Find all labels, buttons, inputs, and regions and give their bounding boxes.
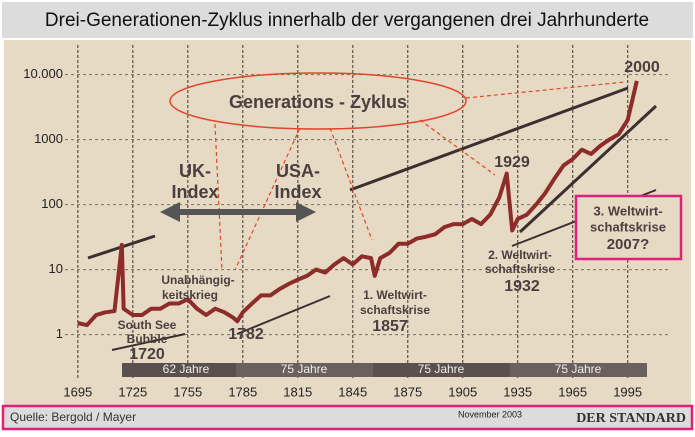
x-tick-label: 1815 [283, 384, 312, 399]
x-tick-label: 1725 [118, 384, 147, 399]
cycle-ellipse [169, 72, 467, 130]
annotation: Generations - Zyklus [229, 92, 407, 112]
x-tick-label: 1755 [173, 384, 202, 399]
trend-line [236, 295, 331, 335]
series [77, 80, 639, 328]
x-tick-label: 1965 [558, 384, 587, 399]
publisher: DER STANDARD [576, 411, 686, 426]
x-tick-label: 1845 [338, 384, 367, 399]
annotation: UK- [179, 161, 211, 181]
annotation: Unabhängig- [161, 273, 234, 287]
arrow [214, 123, 223, 271]
annotation: USA- [276, 161, 320, 181]
y-tick-label: 1 [56, 326, 63, 341]
data-line [77, 80, 639, 328]
period-bar [236, 363, 373, 377]
annotation: 2000 [624, 59, 660, 76]
x-tick-label: 1695 [63, 384, 92, 399]
trend-line [518, 104, 658, 234]
x-tick-label: 1935 [503, 384, 532, 399]
arrow-head [160, 202, 180, 222]
date: November 2003 [458, 409, 522, 419]
arrow [234, 127, 301, 271]
arrow-head [296, 202, 316, 222]
period-label: 75 Jahre [555, 362, 602, 376]
annotation: 3. Weltwirt- [593, 203, 662, 218]
source: Quelle: Bergold / Mayer [10, 410, 136, 424]
period-bar [122, 363, 236, 377]
annotation: 2007? [607, 236, 650, 253]
annotation: Index [171, 182, 218, 202]
period-bar [510, 363, 647, 377]
annotation: schaftskrise [485, 262, 555, 276]
annotation: 2. Weltwirt- [488, 248, 552, 262]
footer [1, 404, 694, 431]
title-bar [2, 2, 693, 38]
period-bar [373, 363, 510, 377]
index-arrow [160, 202, 316, 222]
arrow [465, 81, 626, 99]
trend-line [111, 333, 186, 351]
arrow [329, 127, 373, 241]
trend-line [349, 86, 629, 192]
annotation: 1857 [372, 318, 408, 335]
arrow [419, 119, 496, 176]
annotation: 1929 [494, 154, 530, 171]
y-tick-label: 10.000 [23, 66, 63, 81]
period-label: 62 Jahre [163, 362, 210, 376]
x-tick-label: 1995 [613, 384, 642, 399]
chart-title: Drei-Generationen-Zyklus innerhalb der v… [45, 10, 649, 31]
y-tick-label: 100 [41, 196, 63, 211]
annotation: Bubble [127, 332, 168, 346]
x-tick-label: 1875 [393, 384, 422, 399]
period-label: 75 Jahre [281, 362, 328, 376]
cycle-arrows [214, 81, 626, 271]
annotation: schaftskrise [360, 303, 430, 317]
x-tick-label: 1785 [228, 384, 257, 399]
annotation: 1782 [228, 326, 264, 343]
annotation: 1932 [504, 278, 540, 295]
x-tick-label: 1905 [448, 384, 477, 399]
annotation: schaftskrise [590, 219, 666, 234]
y-tick-label: 1000 [34, 131, 63, 146]
period-bars [122, 363, 647, 377]
annotation: South See [118, 318, 177, 332]
y-tick-label: 10 [49, 261, 63, 276]
annotation: Index [274, 182, 321, 202]
arrow-shaft [175, 209, 300, 215]
highlight-box [574, 194, 683, 261]
annotation: keitskrieg [162, 288, 218, 302]
annotation: 1720 [129, 346, 165, 363]
annotation: 1. Weltwirt- [363, 288, 427, 302]
period-label: 75 Jahre [418, 362, 465, 376]
